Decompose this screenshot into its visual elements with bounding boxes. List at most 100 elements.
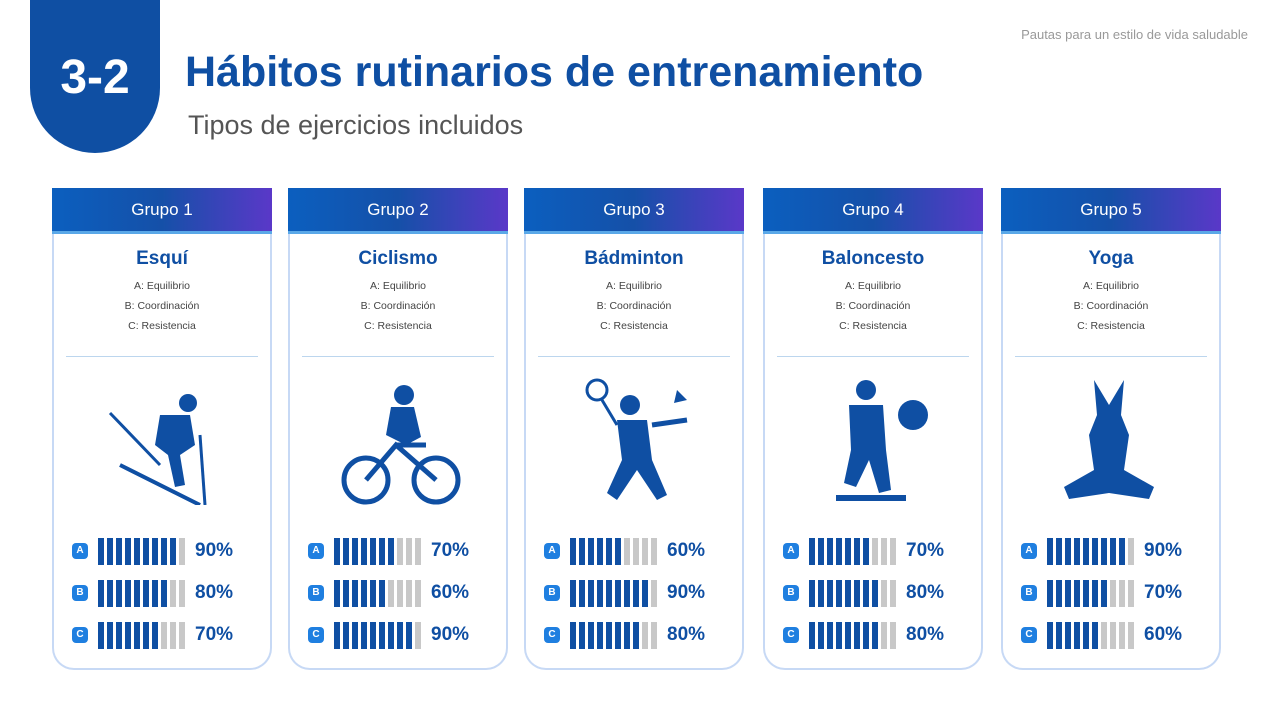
bar-segment	[1047, 579, 1053, 607]
attribute-list: A: Equilibrio B: Coordinación C: Resistenc…	[526, 276, 742, 336]
bar-segment	[597, 579, 603, 607]
bar-segment	[1110, 621, 1116, 649]
bar-segment	[827, 537, 833, 565]
bar-segment	[606, 537, 612, 565]
bar-segment	[836, 579, 842, 607]
bar-segment	[152, 537, 158, 565]
bar-segment	[361, 537, 367, 565]
bar-segment	[397, 537, 403, 565]
badminton-player-icon	[585, 378, 687, 500]
bar-segment	[361, 579, 367, 607]
bar-segment	[642, 579, 648, 607]
score-row: A 70%	[783, 530, 944, 572]
bar-segment	[379, 579, 385, 607]
bar-segment	[1083, 579, 1089, 607]
attribute-item: C: Resistencia	[364, 320, 432, 332]
bar-segment	[570, 579, 576, 607]
bar-segment	[1101, 621, 1107, 649]
bar-segment	[152, 579, 158, 607]
bar-segment	[845, 579, 851, 607]
attribute-item: B: Coordinación	[596, 300, 672, 312]
score-row: B 80%	[72, 572, 233, 614]
bar-segment	[1092, 579, 1098, 607]
bar-segment	[651, 621, 657, 649]
bar-segment	[352, 621, 358, 649]
bar-segment	[170, 621, 176, 649]
attribute-item: B: Coordinación	[1073, 300, 1149, 312]
bar-segment	[370, 621, 376, 649]
bar-segment	[809, 621, 815, 649]
group-card: Grupo 2 Ciclismo A: Equilibrio B: Coordin…	[288, 188, 508, 670]
bar-segment	[615, 621, 621, 649]
attribute-item: C: Resistencia	[839, 320, 907, 332]
score-percent: 80%	[667, 624, 706, 645]
score-bar	[570, 621, 657, 649]
bar-segment	[179, 621, 185, 649]
attribute-item: A: Equilibrio	[844, 280, 902, 292]
group-header: Grupo 5	[1001, 188, 1221, 234]
attribute-item: A: Equilibrio	[1082, 280, 1140, 292]
bar-segment	[1128, 579, 1134, 607]
score-row: C 80%	[783, 614, 944, 656]
score-percent: 90%	[1144, 540, 1183, 561]
bar-segment	[352, 537, 358, 565]
bar-segment	[334, 579, 340, 607]
group-card: Grupo 5 Yoga A: Equilibrio B: Coordinació…	[1001, 188, 1221, 670]
score-bar	[1047, 621, 1134, 649]
bar-segment	[890, 579, 896, 607]
bar-segment	[415, 621, 421, 649]
bar-segment	[1074, 537, 1080, 565]
bar-segment	[1092, 621, 1098, 649]
score-row: B 70%	[1021, 572, 1182, 614]
score-row: A 60%	[544, 530, 705, 572]
bar-segment	[863, 621, 869, 649]
score-bar	[1047, 537, 1134, 565]
section-badge: 3-2	[30, 0, 160, 153]
divider	[538, 356, 730, 357]
bar-segment	[125, 621, 131, 649]
group-header: Grupo 3	[524, 188, 744, 234]
bar-segment	[651, 579, 657, 607]
bar-segment	[1110, 537, 1116, 565]
bar-segment	[881, 537, 887, 565]
score-label-badge: A	[72, 543, 88, 559]
attribute-item: C: Resistencia	[1077, 320, 1145, 332]
score-label-badge: B	[72, 585, 88, 601]
bar-segment	[161, 537, 167, 565]
score-label-badge: A	[308, 543, 324, 559]
bar-segment	[624, 537, 630, 565]
bar-segment	[334, 537, 340, 565]
bar-segment	[651, 537, 657, 565]
group-header: Grupo 2	[288, 188, 508, 234]
bar-segment	[116, 537, 122, 565]
bar-segment	[845, 537, 851, 565]
bar-segment	[352, 579, 358, 607]
attribute-item: B: Coordinación	[835, 300, 911, 312]
bar-segment	[406, 579, 412, 607]
bar-segment	[370, 537, 376, 565]
bar-segment	[624, 621, 630, 649]
bar-segment	[863, 537, 869, 565]
bar-segment	[854, 537, 860, 565]
bar-segment	[134, 621, 140, 649]
divider	[777, 356, 969, 357]
bar-segment	[388, 579, 394, 607]
bar-segment	[570, 621, 576, 649]
bar-segment	[845, 621, 851, 649]
cyclist-icon	[341, 385, 460, 505]
bar-segment	[161, 621, 167, 649]
score-label-badge: C	[308, 627, 324, 643]
score-row: B 80%	[783, 572, 944, 614]
bar-segment	[361, 621, 367, 649]
bar-segment	[397, 579, 403, 607]
score-percent: 70%	[1144, 582, 1183, 603]
bar-segment	[161, 579, 167, 607]
score-percent: 80%	[906, 624, 945, 645]
bar-segment	[1092, 537, 1098, 565]
attribute-list: A: Equilibrio B: Coordinación C: Resistenc…	[290, 276, 506, 336]
bar-segment	[334, 621, 340, 649]
bar-segment	[579, 621, 585, 649]
score-label-badge: C	[1021, 627, 1037, 643]
bar-segment	[1128, 537, 1134, 565]
score-bar	[570, 579, 657, 607]
